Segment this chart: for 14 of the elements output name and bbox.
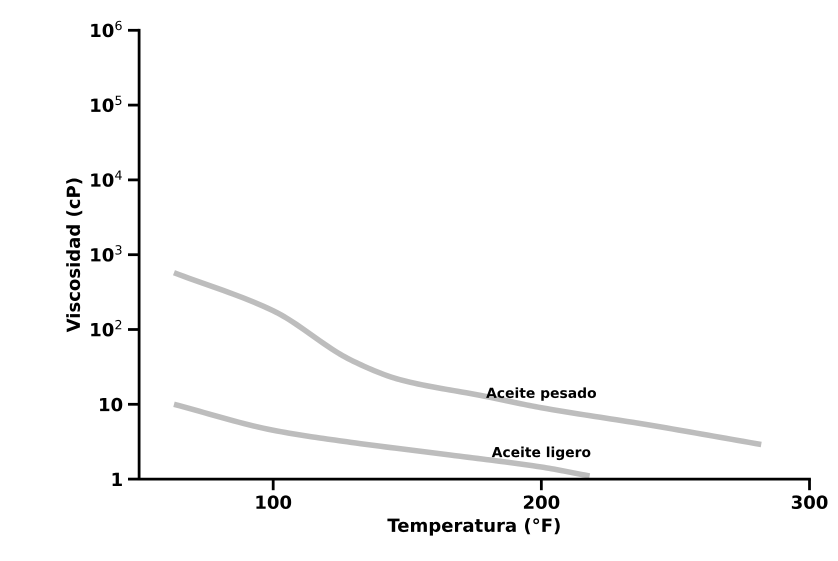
y-tick-label: 10 [100, 398, 122, 412]
x-axis-title: Temperatura (°F) [387, 518, 560, 536]
y-tick-label: 1 [112, 472, 122, 486]
y-tick-label: 10$^{6}$ [91, 20, 122, 38]
series-label: Aceite ligero [492, 446, 590, 460]
y-tick-label: 10$^{4}$ [91, 170, 122, 187]
x-tick-label: 100 [256, 495, 292, 510]
x-tick-label: 200 [524, 495, 560, 510]
y-tick-label: 10$^{2}$ [91, 320, 122, 336]
y-tick-label: 10$^{5}$ [91, 96, 122, 112]
y-axis-title: Viscosidad (cP) [66, 178, 82, 332]
series-label: Aceite pesado [486, 387, 596, 401]
y-tick-label: 10$^{3}$ [91, 245, 122, 262]
x-tick-label: 300 [792, 495, 828, 510]
